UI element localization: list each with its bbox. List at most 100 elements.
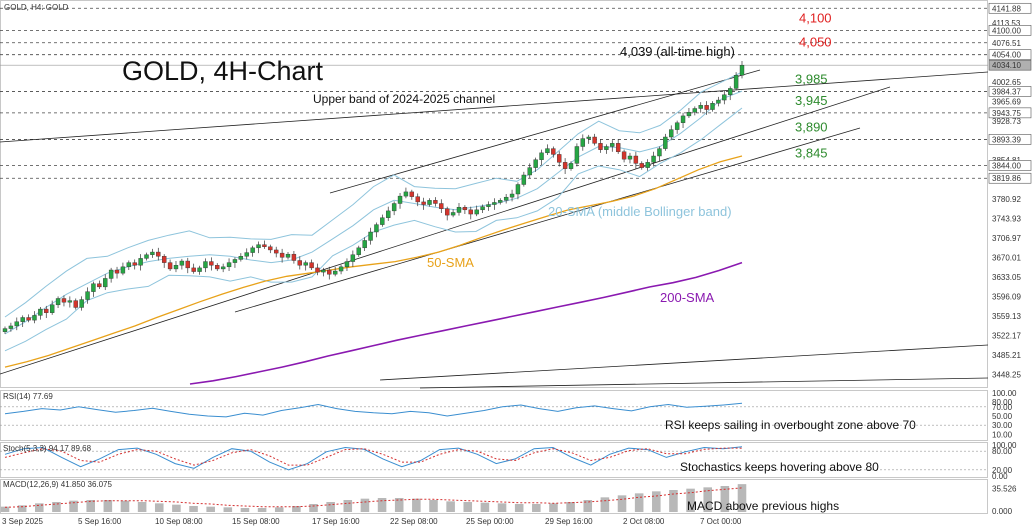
candle-body — [244, 252, 249, 257]
y-tick-label: 4076.51 — [992, 39, 1021, 48]
candle-body — [2, 328, 8, 332]
candle-body — [250, 247, 255, 253]
candle-body — [568, 163, 574, 169]
candle-body — [185, 260, 190, 269]
stoch-comment: Stochastics keeps hovering above 80 — [680, 460, 879, 474]
candle-body — [710, 103, 715, 110]
x-tick-label: 15 Sep 08:00 — [232, 517, 280, 526]
candle-body — [120, 266, 126, 274]
x-tick-label: 25 Sep 00:00 — [466, 517, 514, 526]
candle-body — [439, 203, 444, 209]
candle-body — [551, 148, 556, 155]
candle-body — [698, 105, 703, 109]
candle-body — [303, 262, 308, 266]
stoch-y-tick: 100.00 — [992, 441, 1017, 450]
price-tag-box — [988, 2, 1032, 14]
y-tick-label: 3943.75 — [992, 109, 1021, 118]
candle-body — [203, 261, 208, 269]
candle-body — [533, 159, 538, 168]
candle-body — [327, 269, 332, 275]
macd-comment: MACD above previous highs — [687, 499, 839, 513]
candle-body — [191, 267, 196, 272]
stoch-y-tick: 20.00 — [992, 466, 1013, 475]
resistance-label: 4,050 — [799, 35, 832, 50]
candle-body — [409, 191, 415, 197]
candle-body — [562, 162, 568, 169]
chart-title: GOLD, 4H-Chart — [122, 56, 324, 86]
rsi-y-tick: 80.00 — [992, 398, 1013, 407]
stoch-panel — [0, 442, 988, 478]
candle-body — [20, 317, 25, 322]
y-tick-label: 4054.00 — [992, 51, 1021, 60]
candle-body — [645, 162, 650, 168]
candle-body — [61, 298, 67, 303]
y-tick-label: 4034.10 — [992, 61, 1021, 70]
x-tick-label: 2 Oct 08:00 — [623, 517, 665, 526]
y-tick-label: 4113.53 — [992, 19, 1021, 28]
candle-body — [332, 270, 338, 275]
sma200-line — [189, 261, 743, 385]
rsi-y-tick: 100.00 — [992, 389, 1017, 398]
rsi-comment: RSI keeps sailing in overbought zone abo… — [665, 418, 916, 432]
candle-body — [356, 247, 361, 255]
trend-line — [379, 344, 989, 381]
bollinger-upper-line — [4, 71, 743, 318]
candle-body — [285, 253, 291, 258]
candle-body — [209, 261, 214, 266]
candle-body — [592, 136, 597, 144]
candle-body — [621, 151, 627, 160]
price-tag-box — [988, 25, 1032, 36]
candle-body — [44, 308, 49, 313]
trend-line — [419, 377, 989, 389]
candle-body — [380, 217, 385, 225]
candle-body — [38, 308, 43, 316]
candle-body — [580, 138, 586, 147]
candle-body — [85, 291, 90, 300]
candle-body — [338, 266, 344, 272]
upper-band-annotation: Upper band of 2024-2025 channel — [313, 92, 495, 106]
candle-body — [368, 231, 373, 241]
resistance-label: 4,100 — [799, 10, 832, 25]
candle-body — [503, 196, 509, 201]
candle-body — [728, 88, 733, 95]
candle-body — [521, 174, 527, 185]
price-tag-box — [988, 160, 1032, 171]
candle-body — [574, 146, 580, 164]
x-tick-label: 3 Sep 2025 — [2, 517, 43, 526]
candle-body — [692, 108, 698, 113]
candle-body — [232, 259, 238, 263]
y-tick-label: 3928.73 — [992, 117, 1021, 126]
support-label: 3,985 — [795, 71, 828, 86]
candle-body — [55, 298, 61, 306]
candle-body — [474, 209, 479, 215]
price-tag-box — [988, 134, 1032, 145]
sma50-line — [4, 155, 743, 368]
rsi-y-tick: 10.00 — [992, 430, 1013, 439]
candle-body — [374, 224, 379, 233]
y-tick-label: 4002.65 — [992, 78, 1021, 87]
rsi-y-tick: 30.00 — [992, 421, 1013, 430]
x-tick-label: 17 Sep 16:00 — [312, 517, 360, 526]
x-tick-label: 22 Sep 08:00 — [390, 517, 438, 526]
candle-body — [256, 244, 261, 249]
candle-body — [297, 260, 302, 266]
candle-body — [739, 65, 745, 76]
ath-annotation: 4,039 (all-time high) — [620, 44, 735, 59]
x-tick-label: 10 Sep 08:00 — [155, 517, 203, 526]
x-tick-label: 5 Sep 16:00 — [78, 517, 122, 526]
candle-body — [433, 200, 438, 204]
candle-body — [262, 244, 267, 247]
candle-body — [445, 208, 450, 216]
y-tick-label: 3819.86 — [992, 174, 1021, 183]
candle-body — [26, 317, 31, 321]
candle-body — [108, 269, 114, 279]
candle-body — [8, 325, 14, 329]
y-tick-label: 3780.92 — [992, 195, 1021, 204]
y-tick-label: 4141.88 — [992, 4, 1021, 13]
y-tick-label: 3706.97 — [992, 234, 1021, 243]
candle-body — [138, 258, 143, 266]
candle-body — [32, 315, 37, 321]
candle-body — [144, 254, 149, 259]
candle-body — [350, 254, 356, 262]
